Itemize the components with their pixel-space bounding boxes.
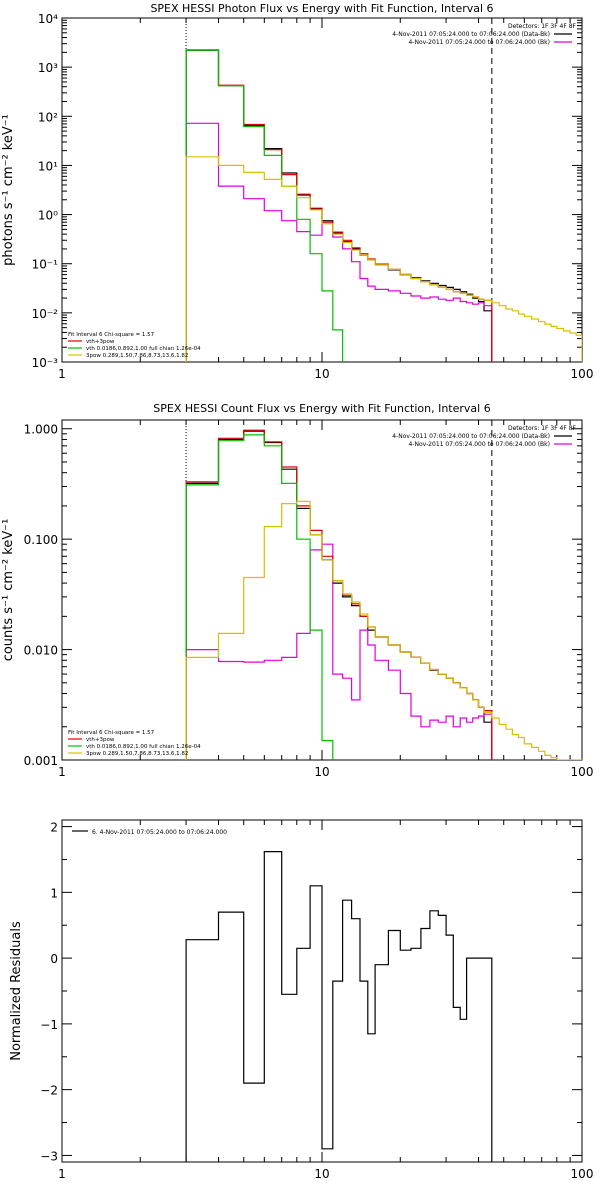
x-tick-label: 1 bbox=[58, 367, 66, 381]
legend-bottom-text: Fit Interval 6 Chi-square = 1.57 bbox=[68, 730, 155, 736]
series-group bbox=[185, 851, 493, 1162]
series-line-2 bbox=[185, 429, 493, 760]
y-tick-label: 1.000 bbox=[24, 423, 58, 437]
series-line-1 bbox=[185, 543, 493, 760]
series-line-2 bbox=[185, 49, 493, 362]
plot-frame bbox=[61, 17, 583, 363]
legend-bottom-text: Fit Interval 6 Chi-square = 1.57 bbox=[68, 332, 155, 338]
x-tick-label: 100 bbox=[571, 765, 594, 779]
series-line-1 bbox=[185, 122, 493, 362]
series-line-0 bbox=[185, 430, 493, 760]
chart-title: SPEX HESSI Photon Flux vs Energy with Fi… bbox=[150, 2, 493, 15]
legend-top-text: 4-Nov-2011 07:05:24.000 to 07:06:24.000 … bbox=[392, 31, 550, 38]
y-tick-label: 0 bbox=[50, 952, 58, 966]
x-tick-label: 10 bbox=[314, 765, 329, 779]
series-line-0 bbox=[185, 851, 493, 1162]
y-tick-label: 2 bbox=[50, 821, 58, 835]
y-axis-label: photons s⁻¹ cm⁻² keV⁻¹ bbox=[1, 114, 16, 266]
legend-bottom-text: vth 0.0186,0.892,1.00 full chian 1.26e-0… bbox=[86, 346, 201, 352]
legend-bottom-text: vth+3pow bbox=[86, 737, 115, 743]
legend-top-text: 4-Nov-2011 07:05:24.000 to 07:06:24.000 … bbox=[392, 433, 550, 440]
y-tick-label: 10² bbox=[38, 110, 58, 124]
y-tick-label: 0.100 bbox=[24, 533, 58, 547]
series-line-3 bbox=[185, 434, 334, 760]
x-tick-label: 100 bbox=[571, 367, 594, 381]
x-tick-label: 10 bbox=[314, 1167, 329, 1181]
y-tick-label: 10⁻³ bbox=[32, 356, 59, 370]
legend-top-text: 4-Nov-2011 07:05:24.000 to 07:06:24.000 … bbox=[408, 39, 550, 46]
y-tick-label: 10³ bbox=[38, 61, 58, 75]
legend-bottom-text: vth 0.0186,0.892,1.00 full chian 1.26e-0… bbox=[86, 744, 201, 750]
series-line-4 bbox=[185, 156, 582, 362]
y-tick-label: −2 bbox=[40, 1084, 58, 1098]
series-line-3 bbox=[185, 49, 344, 362]
legend-bottom-text: 3pow 0.289,1.50,7.86,8.73,13.6,1.82 bbox=[86, 353, 188, 359]
legend-top-text: 4-Nov-2011 07:05:24.000 to 07:06:24.000 … bbox=[408, 441, 550, 448]
y-tick-label: 0.001 bbox=[24, 754, 58, 768]
series-line-4 bbox=[185, 500, 582, 760]
legend-text: 6. 4-Nov-2011 07:05:24.000 to 07:06:24.0… bbox=[92, 829, 227, 836]
chart-title: SPEX HESSI Count Flux vs Energy with Fit… bbox=[153, 402, 490, 415]
y-tick-label: 1 bbox=[50, 886, 58, 900]
x-tick-label: 100 bbox=[571, 1167, 594, 1181]
y-axis-label: counts s⁻¹ cm⁻² keV⁻¹ bbox=[1, 519, 16, 662]
series-group bbox=[185, 429, 582, 760]
photon-flux-panel: SPEX HESSI Photon Flux vs Energy with Fi… bbox=[1, 2, 593, 381]
y-tick-label: 10⁴ bbox=[38, 12, 58, 26]
y-tick-label: 10⁻¹ bbox=[32, 258, 59, 272]
y-tick-label: 10⁰ bbox=[38, 209, 58, 223]
legend-top-text: Detectors: 1F 3F 4F 8F bbox=[508, 425, 577, 432]
y-axis-label: Normalized Residuals bbox=[9, 921, 24, 1061]
legend-top-text: Detectors: 1F 3F 4F 8F bbox=[508, 23, 577, 30]
y-tick-label: 0.010 bbox=[24, 644, 58, 658]
legend-bottom-text: 3pow 0.289,1.50,7.86,8.73,13.6,1.82 bbox=[86, 751, 188, 757]
x-tick-label: 10 bbox=[314, 367, 329, 381]
x-tick-label: 1 bbox=[58, 1167, 66, 1181]
x-tick-label: 1 bbox=[58, 765, 66, 779]
y-tick-label: 10⁻² bbox=[32, 307, 59, 321]
series-line-0 bbox=[185, 49, 493, 362]
y-tick-label: −1 bbox=[40, 1018, 58, 1032]
series-group bbox=[185, 49, 582, 362]
residuals-panel: 1 10 100 −3 −2 −1 0 1 2 Normalized Residuals 6. 4-… bbox=[9, 819, 594, 1181]
legend-bottom-text: vth+3pow bbox=[86, 339, 115, 345]
y-tick-label: −3 bbox=[40, 1149, 58, 1163]
y-tick-label: 10¹ bbox=[38, 159, 58, 173]
count-flux-panel: SPEX HESSI Count Flux vs Energy with Fit… bbox=[1, 402, 594, 779]
